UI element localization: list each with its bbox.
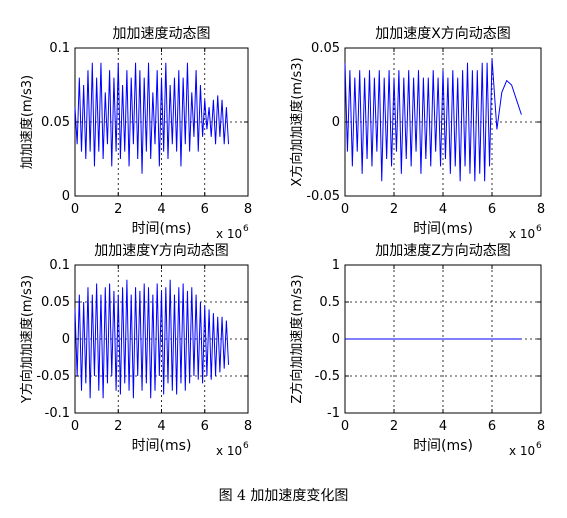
x-tick-label: 6	[201, 419, 209, 434]
x-tick-label: 4	[157, 419, 165, 434]
series-line-1	[74, 279, 230, 399]
x-tick-label: 4	[439, 202, 447, 217]
x-tick-label: 6	[201, 202, 209, 217]
chart-title: 加加速度Y方向动态图	[94, 243, 229, 259]
y-tick-label: -0.05	[36, 369, 70, 384]
x-axis-label: 时间(ms)	[132, 221, 192, 237]
x-tick-label: 2	[390, 419, 398, 434]
x-tick-label: 0	[341, 419, 349, 434]
y-tick-label: 0.05	[41, 115, 70, 130]
x-tick-label: 8	[244, 202, 252, 217]
y-tick-label: 0	[332, 115, 340, 130]
y-tick-label: -0.05	[306, 189, 340, 204]
y-tick-label: -0.1	[45, 406, 70, 421]
figure-caption: 图 4 加加速度变化图	[218, 488, 349, 504]
x-multiplier-label: x 10	[216, 227, 242, 241]
x-tick-label: 8	[537, 419, 545, 434]
y-tick-label: 0	[62, 332, 70, 347]
x-exponent-label: 6	[243, 224, 249, 234]
x-multiplier-label: x 10	[509, 227, 535, 241]
x-tick-label: 2	[114, 202, 122, 217]
x-tick-label: 0	[71, 202, 79, 217]
chart-title: 加加速度Z方向动态图	[375, 243, 511, 259]
chart-title: 加加速度动态图	[113, 26, 211, 42]
x-exponent-label: 6	[536, 224, 542, 234]
x-exponent-label: 6	[243, 441, 249, 451]
y-axis-label: X方向加加速度(m/s3)	[289, 57, 305, 186]
series-line-1	[344, 58, 522, 182]
x-axis-label: 时间(ms)	[413, 438, 473, 454]
chart-title: 加加速度X方向动态图	[375, 26, 511, 42]
x-exponent-label: 6	[536, 441, 542, 451]
x-tick-label: 0	[71, 419, 79, 434]
x-tick-label: 8	[537, 202, 545, 217]
x-tick-label: 6	[488, 419, 496, 434]
y-tick-label: 0	[62, 189, 70, 204]
x-tick-label: 6	[488, 202, 496, 217]
x-tick-label: 8	[244, 419, 252, 434]
y-tick-label: 0.05	[41, 295, 70, 310]
y-tick-label: 0.1	[49, 41, 70, 56]
x-axis-label: 时间(ms)	[132, 438, 192, 454]
x-tick-label: 4	[439, 419, 447, 434]
y-tick-label: -1	[327, 406, 340, 421]
x-tick-label: 2	[114, 419, 122, 434]
y-tick-label: -0.5	[315, 369, 340, 384]
series-line-1	[74, 62, 230, 174]
x-multiplier-label: x 10	[216, 444, 242, 458]
x-tick-label: 2	[390, 202, 398, 217]
y-tick-label: 0.05	[311, 41, 340, 56]
y-tick-label: 1	[332, 258, 340, 273]
x-tick-label: 0	[341, 202, 349, 217]
y-tick-label: 0.5	[319, 295, 340, 310]
y-axis-label: Z方向加加速度(m/s3)	[289, 274, 305, 403]
x-axis-label: 时间(ms)	[413, 221, 473, 237]
y-axis-label: 加加速度(m/s3)	[19, 75, 35, 169]
y-tick-label: 0.1	[49, 258, 70, 273]
y-axis-label: Y方向加加速度(m/s3)	[19, 275, 35, 404]
x-tick-label: 4	[157, 202, 165, 217]
x-multiplier-label: x 10	[509, 444, 535, 458]
y-tick-label: 0	[332, 332, 340, 347]
